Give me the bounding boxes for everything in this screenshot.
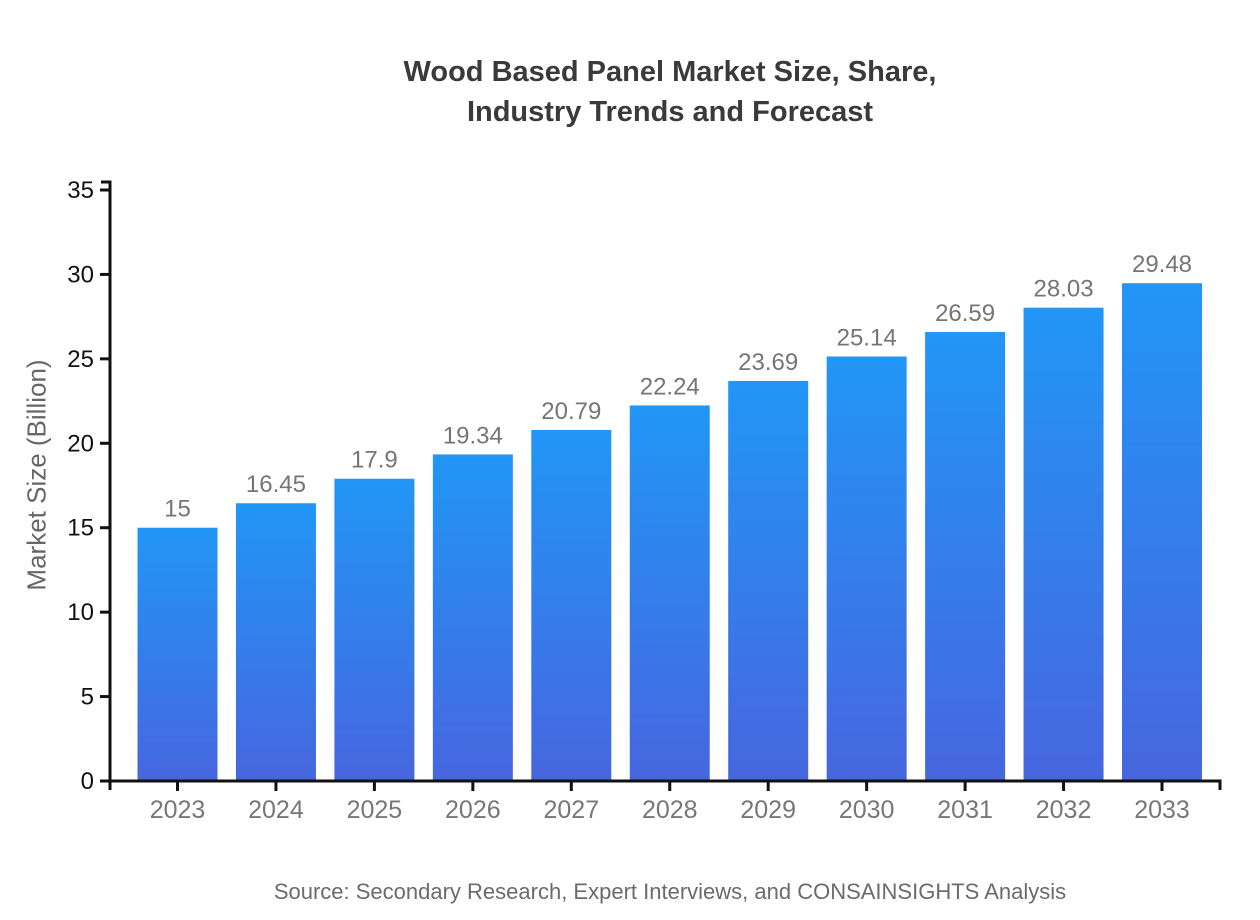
bar-2028 xyxy=(629,405,710,781)
bar-2027 xyxy=(531,429,612,781)
y-axis-tick-label: 30 xyxy=(67,261,94,288)
bar-value-label: 26.59 xyxy=(935,300,995,327)
bar-value-label: 29.48 xyxy=(1132,251,1192,278)
chart-title-line2: Industry Trends and Forecast xyxy=(466,96,874,128)
y-axis-spine xyxy=(101,180,112,781)
bar-value-label: 28.03 xyxy=(1034,276,1094,303)
y-axis-tick-label: 0 xyxy=(81,768,94,795)
bar-2029 xyxy=(728,380,809,781)
bar-2024 xyxy=(235,503,316,781)
x-axis-tick-label: 2025 xyxy=(347,796,403,824)
x-axis-tick-label: 2030 xyxy=(839,796,895,824)
x-axis-tick-label: 2024 xyxy=(248,796,304,824)
bar-2032 xyxy=(1023,307,1104,781)
bar-value-label: 23.69 xyxy=(738,349,798,376)
y-axis-tick-label: 10 xyxy=(67,599,94,626)
bar-value-label: 15 xyxy=(164,496,191,523)
x-axis-spine xyxy=(108,779,1222,790)
bar-value-label: 19.34 xyxy=(443,422,503,449)
bar-2026 xyxy=(432,454,513,781)
x-axis-tick-label: 2026 xyxy=(445,796,501,824)
chart-title: Wood Based Panel Market Size, Share, Ind… xyxy=(80,52,1260,132)
bar-value-label: 20.79 xyxy=(541,398,601,425)
x-axis-tick-label: 2023 xyxy=(150,796,206,824)
source-note: Source: Secondary Research, Expert Inter… xyxy=(273,879,1067,904)
x-axis-tick-label: 2029 xyxy=(740,796,796,824)
x-axis-tick-label: 2028 xyxy=(642,796,698,824)
bar-2033 xyxy=(1122,283,1202,781)
y-axis-tick-label: 15 xyxy=(67,515,94,542)
bar-value-label: 22.24 xyxy=(640,373,700,400)
bar-2030 xyxy=(826,356,907,781)
x-axis-tick-label: 2033 xyxy=(1134,796,1190,824)
bar-value-label: 16.45 xyxy=(246,471,306,498)
chart-title-line1: Wood Based Panel Market Size, Share, xyxy=(403,56,937,88)
y-axis-tick-label: 25 xyxy=(67,346,94,373)
y-axis-tick-label: 5 xyxy=(81,684,94,711)
bar-2023 xyxy=(137,527,218,781)
x-axis-tick-label: 2027 xyxy=(543,796,599,824)
bar-2025 xyxy=(334,478,415,781)
y-axis-tick-label: 20 xyxy=(67,430,94,457)
y-axis-tick-label: 35 xyxy=(67,177,94,204)
x-axis-tick-label: 2032 xyxy=(1036,796,1092,824)
x-axis-tick-label: 2031 xyxy=(937,796,993,824)
bar-2031 xyxy=(925,332,1006,781)
bar-value-label: 17.9 xyxy=(351,447,398,474)
bar-value-label: 25.14 xyxy=(837,324,897,351)
